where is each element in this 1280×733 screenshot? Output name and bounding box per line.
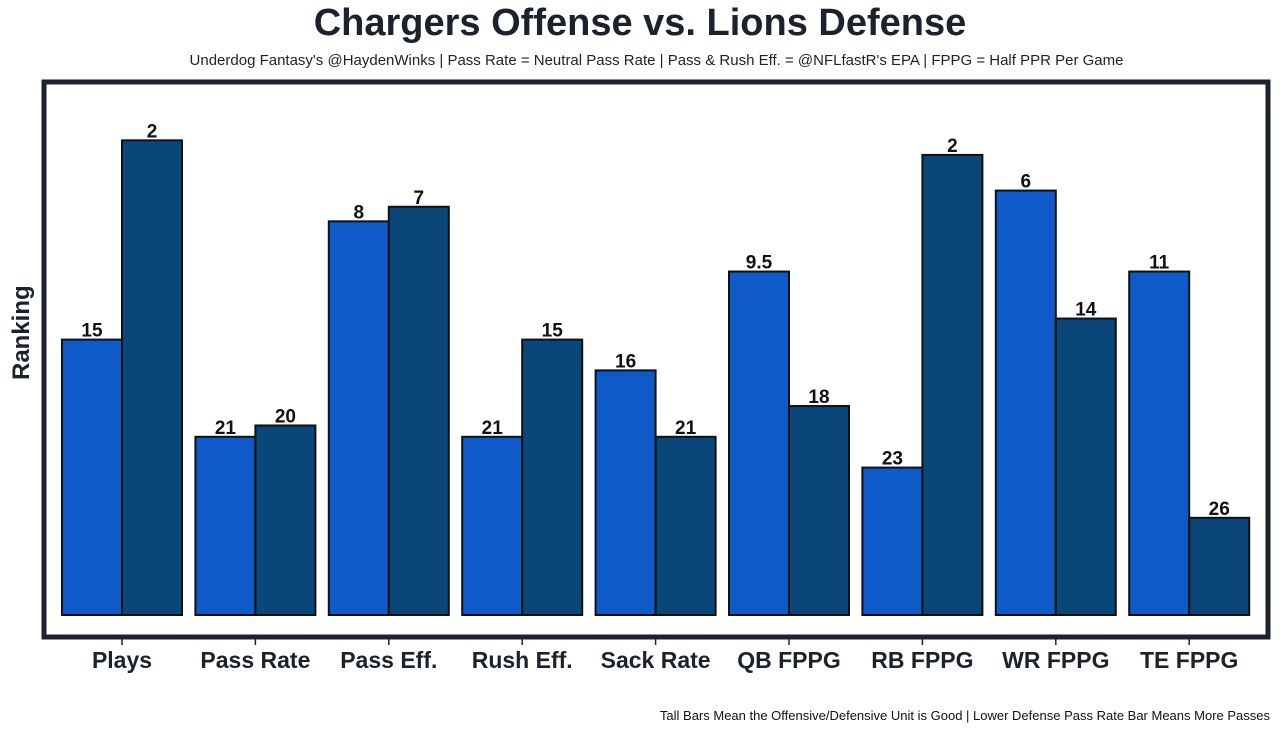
bar-data-label: 21 bbox=[215, 418, 237, 439]
bar-offense-pass-rate bbox=[194, 435, 257, 616]
bar-data-label: 7 bbox=[414, 188, 425, 209]
x-tick-label: Rush Eff. bbox=[472, 647, 573, 673]
chart-footnote: Tall Bars Mean the Offensive/Defensive U… bbox=[659, 708, 1270, 723]
bar-defense-rb-fppg bbox=[921, 153, 984, 616]
bar-defense-plays bbox=[121, 139, 183, 616]
bar-data-label: 15 bbox=[542, 321, 564, 342]
x-tick-label: Pass Rate bbox=[200, 647, 310, 673]
x-tick-label: Sack Rate bbox=[601, 647, 711, 673]
bar-defense-rush-eff bbox=[521, 338, 584, 616]
x-tick-label: Pass Eff. bbox=[340, 647, 437, 673]
x-ticks-group: Plays Pass Rate Pass Eff. Rush Eff. Sack Rat… bbox=[92, 639, 1238, 673]
bar-defense-pass-rate bbox=[254, 424, 317, 616]
chart-subtitle: Underdog Fantasy's @HaydenWinks | Pass R… bbox=[189, 52, 1124, 69]
bar-defense-sack-rate bbox=[654, 435, 717, 616]
bar-offense-wr-fppg bbox=[994, 189, 1057, 616]
bar-data-label: 14 bbox=[1075, 300, 1097, 321]
bar-data-label: 8 bbox=[354, 202, 365, 223]
bar-data-label: 15 bbox=[81, 321, 103, 342]
bar-offense-plays bbox=[61, 338, 123, 616]
plot-frame bbox=[41, 79, 1271, 640]
bar-data-label: 21 bbox=[482, 418, 504, 439]
bar-offense-qb-fppg bbox=[728, 270, 790, 616]
chart-title: Chargers Offense vs. Lions Defense bbox=[313, 2, 967, 44]
bar-data-label: 23 bbox=[882, 449, 903, 470]
bar-data-label: 6 bbox=[1021, 172, 1032, 193]
x-tick-label: QB FPPG bbox=[737, 647, 841, 673]
bar-data-label: 26 bbox=[1209, 499, 1230, 520]
bar-defense-wr-fppg bbox=[1054, 317, 1117, 616]
x-tick-label: WR FPPG bbox=[1002, 647, 1109, 673]
bar-data-label: 16 bbox=[615, 351, 636, 372]
bar-data-label: 18 bbox=[808, 387, 829, 408]
x-tick-label: TE FPPG bbox=[1140, 647, 1238, 673]
bar-offense-sack-rate bbox=[594, 369, 657, 616]
bar-offense-rb-fppg bbox=[861, 466, 924, 616]
bar-data-label: 11 bbox=[1149, 253, 1170, 274]
x-tick-label: Plays bbox=[92, 647, 152, 673]
x-tick-label: RB FPPG bbox=[871, 647, 973, 673]
bar-offense-rush-eff bbox=[461, 435, 524, 616]
bar-offense-te-fppg bbox=[1128, 270, 1191, 616]
bar-defense-pass-eff bbox=[387, 205, 450, 616]
bar-data-label: 2 bbox=[947, 136, 958, 157]
bar-defense-te-fppg bbox=[1188, 516, 1251, 616]
bar-defense-qb-fppg bbox=[788, 405, 850, 616]
bar-data-label: 21 bbox=[675, 418, 697, 439]
bar-offense-pass-eff bbox=[327, 220, 390, 616]
bar-data-label: 2 bbox=[147, 121, 158, 142]
bar-data-label: 9.5 bbox=[746, 253, 773, 274]
bar-data-label: 20 bbox=[275, 406, 296, 427]
